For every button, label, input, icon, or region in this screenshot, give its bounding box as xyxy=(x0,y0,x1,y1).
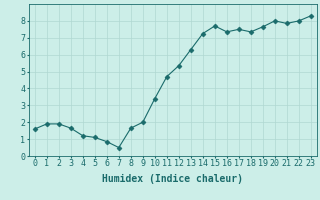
X-axis label: Humidex (Indice chaleur): Humidex (Indice chaleur) xyxy=(102,174,243,184)
